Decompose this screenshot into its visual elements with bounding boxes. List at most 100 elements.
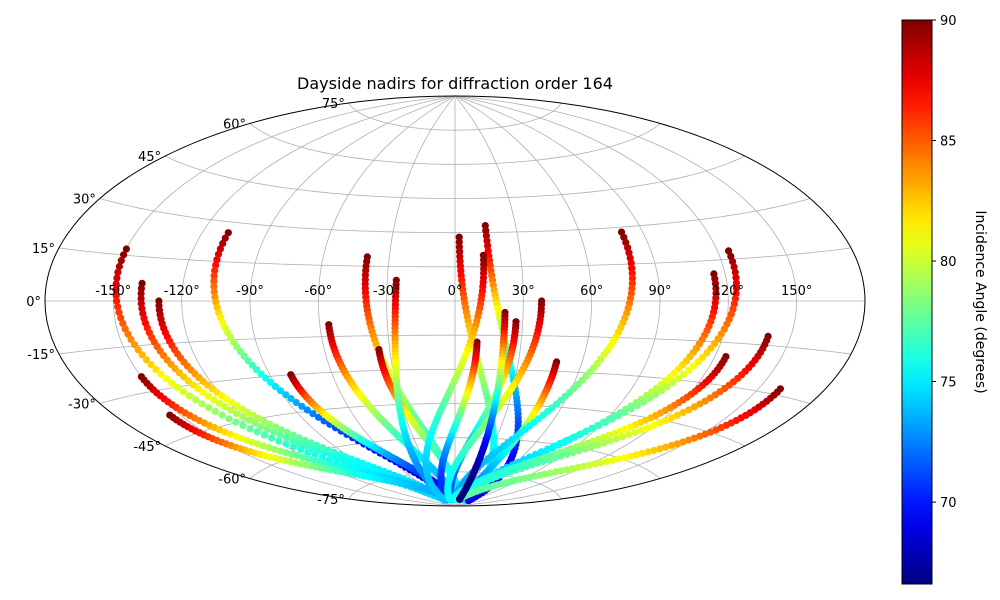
- nadir-point: [321, 459, 329, 467]
- parallel-gridline: [348, 102, 562, 131]
- nadir-point: [608, 415, 616, 423]
- map-boundary: [44, 95, 866, 507]
- nadir-point: [533, 459, 542, 467]
- latitude-tick-label: -45°: [133, 440, 161, 455]
- nadir-point: [526, 453, 534, 461]
- nadir-point: [121, 325, 129, 333]
- nadir-point: [621, 408, 629, 416]
- nadir-point: [142, 356, 151, 364]
- nadir-point: [272, 423, 280, 431]
- nadir-point: [212, 261, 220, 269]
- nadir-point: [112, 280, 120, 288]
- longitude-tick-label: -30°: [373, 284, 401, 299]
- nadir-point: [173, 383, 181, 391]
- nadir-point: [632, 451, 640, 459]
- nadir-point: [244, 408, 252, 416]
- nadir-point: [347, 455, 356, 463]
- nadir-point: [614, 412, 622, 420]
- nadir-point: [307, 439, 315, 447]
- nadir-point: [455, 495, 464, 503]
- nadir-point: [644, 424, 652, 432]
- nadir-point: [633, 401, 641, 410]
- nadir-point: [259, 442, 267, 450]
- nadir-point: [130, 341, 139, 349]
- latitude-tick-label: 30°: [73, 193, 96, 208]
- nadir-point: [194, 385, 202, 393]
- nadir-point: [257, 370, 265, 378]
- parallel-gridline: [99, 368, 811, 404]
- nadir-point: [601, 418, 610, 426]
- nadir-point: [625, 431, 633, 439]
- nadir-point: [162, 375, 170, 383]
- nadir-point: [551, 454, 559, 462]
- longitude-tick-label: -120°: [164, 284, 200, 299]
- latitude-tick-label: -30°: [68, 398, 96, 413]
- nadir-point: [563, 450, 571, 459]
- nadir-point: [585, 461, 594, 469]
- nadir-point: [147, 361, 155, 369]
- nadir-point: [539, 458, 547, 466]
- nadir-point: [673, 411, 682, 419]
- nadir-point: [113, 297, 121, 305]
- nadir-point: [679, 408, 687, 417]
- nadir-point: [218, 411, 226, 419]
- nadir-point: [120, 251, 128, 259]
- latitude-tick-label: -60°: [218, 473, 246, 488]
- nadir-point: [679, 371, 688, 379]
- nadir-point: [656, 445, 664, 453]
- nadir-point: [580, 462, 588, 470]
- latitude-tick-label: 60°: [223, 118, 246, 133]
- nadir-point: [214, 250, 223, 258]
- nadir-point: [184, 377, 192, 385]
- nadir-point: [685, 436, 693, 444]
- nadir-point: [575, 447, 583, 455]
- colorbar-tick-label: 85: [940, 135, 957, 150]
- nadir-point: [610, 429, 619, 437]
- nadir-point: [690, 434, 698, 442]
- nadir-point: [189, 381, 197, 389]
- nadir-point: [271, 383, 280, 391]
- latitude-tick-labels: -75° -60° -45° -30° -15° 0° 15° 30° 45° 60° 75°: [26, 97, 345, 508]
- nadir-point: [657, 387, 666, 395]
- nadir-point: [685, 366, 693, 374]
- nadir-point: [701, 397, 709, 405]
- nadir-point: [211, 266, 219, 275]
- nadir-point: [639, 398, 648, 406]
- nadir-point: [298, 402, 306, 410]
- nadir-point: [152, 365, 160, 373]
- nadir-point: [219, 239, 227, 248]
- nadir-point: [255, 414, 263, 422]
- nadir-point: [703, 349, 711, 357]
- nadir-point: [324, 446, 332, 454]
- nadir-point: [233, 402, 241, 410]
- nadir-point: [545, 456, 553, 464]
- nadir-point: [731, 268, 739, 276]
- nadir-point: [732, 289, 740, 298]
- grid-lines: [45, 96, 865, 506]
- nadir-point: [221, 403, 229, 411]
- nadir-point: [557, 452, 565, 460]
- nadir-point: [276, 387, 285, 395]
- nadir-point: [712, 426, 720, 434]
- nadir-point: [303, 406, 311, 414]
- nadir-point: [563, 466, 571, 474]
- nadir-point: [225, 415, 233, 423]
- nadir-point: [243, 436, 251, 444]
- colorbar-tick-label: 90: [940, 14, 957, 29]
- nadir-point: [327, 460, 335, 468]
- nadir-point: [239, 421, 247, 430]
- colorbar-gradient: [901, 19, 933, 585]
- latitude-tick-label: 75°: [322, 97, 345, 112]
- nadir-point: [690, 403, 699, 411]
- nadir-point: [227, 406, 235, 414]
- nadir-point: [122, 245, 130, 253]
- nadir-point: [253, 428, 261, 436]
- longitude-tick-label: 90°: [648, 284, 671, 299]
- nadir-point: [316, 458, 324, 466]
- nadir-point: [597, 459, 605, 467]
- nadir-point: [248, 438, 256, 446]
- colorbar-ticks: 70 75 80 85 90: [932, 14, 957, 511]
- nadir-point: [245, 416, 253, 424]
- nadir-point: [112, 291, 120, 299]
- nadir-point: [117, 257, 125, 265]
